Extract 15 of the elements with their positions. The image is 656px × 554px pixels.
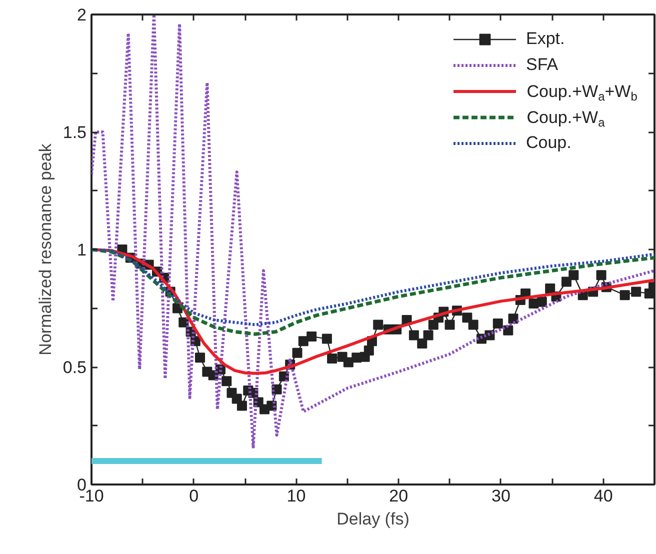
x-tick-label: 0: [189, 486, 199, 506]
y-tick-label: 2: [77, 6, 87, 24]
legend-label: Coup.: [526, 132, 572, 154]
y-tick-label: 1: [77, 240, 87, 260]
x-tick-label: 40: [594, 486, 613, 506]
x-tick-label: 20: [389, 486, 408, 506]
legend-label: Expt.: [526, 28, 566, 50]
line-series: [92, 14, 654, 448]
x-tick-label: 30: [492, 486, 510, 506]
y-tick-label: 1.5: [62, 123, 87, 142]
y-axis-title: Normalized resonance peak: [36, 143, 55, 356]
x-axis-title: Delay (fs): [336, 510, 410, 528]
x-tick-label: 10: [286, 486, 306, 506]
legend-label: SFA: [526, 54, 560, 76]
y-tick-label: 0.5: [62, 358, 87, 377]
